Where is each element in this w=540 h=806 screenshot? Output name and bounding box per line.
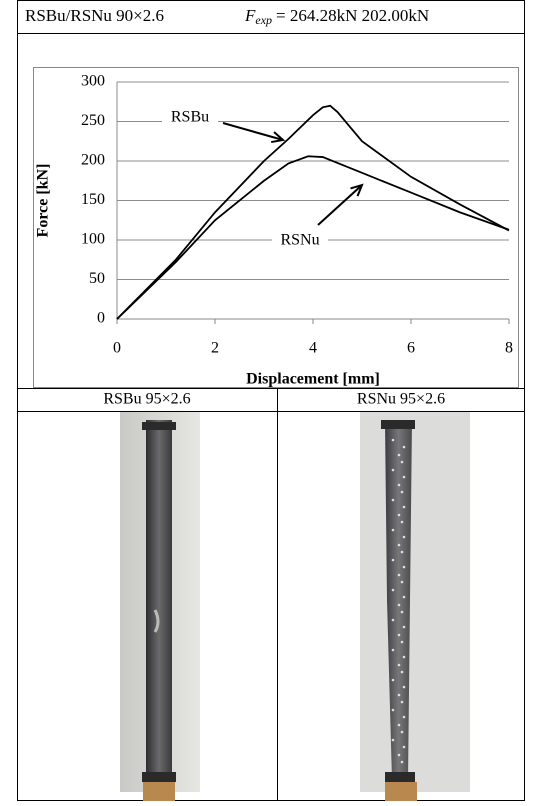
- hole: [402, 595, 406, 599]
- hole: [397, 513, 401, 517]
- hole: [400, 460, 404, 464]
- hole: [391, 468, 395, 472]
- y-axis-label: Force [kN]: [35, 164, 52, 238]
- subscript: exp: [255, 13, 272, 27]
- series-label: RSBu: [171, 109, 209, 126]
- hole: [391, 708, 395, 712]
- y-tick-label: 300: [81, 73, 105, 90]
- x-tick-label: 0: [113, 340, 121, 357]
- header: RSBu/RSNu 90×2.6 Fexp = 264.28kN 202.00kN: [25, 6, 429, 27]
- hole: [402, 625, 406, 629]
- photo-label: RSNu 95×2.6: [357, 391, 445, 408]
- chart: 0 50 100 150 200 250 300 0 2 4 6 8 Displacement [mm]…: [35, 73, 513, 388]
- hole: [400, 730, 404, 734]
- y-tick-label: 250: [81, 112, 105, 129]
- hole: [397, 723, 401, 727]
- hole: [397, 543, 401, 547]
- hole: [391, 588, 395, 592]
- hole: [400, 610, 404, 614]
- hole: [400, 640, 404, 644]
- hole: [391, 438, 395, 442]
- y-tick-label: 100: [81, 231, 105, 248]
- hole: [402, 445, 406, 449]
- hole: [397, 693, 401, 697]
- series-label: RSNu: [280, 232, 319, 249]
- hole: [397, 453, 401, 457]
- hole: [402, 565, 406, 569]
- symbol: F: [244, 6, 256, 25]
- hole: [391, 648, 395, 652]
- hole: [402, 685, 406, 689]
- series-line: [116, 155, 510, 320]
- hole: [402, 715, 406, 719]
- hole: [400, 520, 404, 524]
- chart-frame: [33, 67, 519, 388]
- hole: [397, 753, 401, 757]
- arrow: [222, 122, 284, 141]
- hole: [397, 483, 401, 487]
- y-tick-label: 0: [97, 310, 105, 327]
- hole: [400, 550, 404, 554]
- hole: [391, 558, 395, 562]
- y-tick-label: 50: [89, 270, 105, 287]
- hole: [397, 603, 401, 607]
- hole: [391, 738, 395, 742]
- x-tick-label: 8: [505, 340, 513, 357]
- hole: [400, 760, 404, 764]
- x-tick-label: 6: [407, 340, 415, 357]
- hole: [391, 618, 395, 622]
- hole: [400, 580, 404, 584]
- hole: [397, 633, 401, 637]
- photo-left: [120, 412, 200, 801]
- hole: [391, 528, 395, 532]
- hole: [391, 678, 395, 682]
- series-line: [116, 104, 510, 320]
- photo-right: [360, 412, 470, 801]
- hole: [402, 505, 406, 509]
- arrow-head: [271, 131, 286, 144]
- hole: [397, 663, 401, 667]
- hole: [400, 670, 404, 674]
- arrow: [317, 184, 363, 226]
- label-bg: [272, 231, 328, 251]
- x-axis-label: Displacement [mm]: [246, 371, 380, 388]
- label-bg: [162, 108, 218, 128]
- values: = 264.28kN 202.00kN: [276, 6, 429, 25]
- photo-label: RSBu 95×2.6: [103, 391, 190, 408]
- hole: [400, 700, 404, 704]
- y-tick-label: 200: [81, 152, 105, 169]
- specimen: RSBu/RSNu 90×2.6: [25, 6, 164, 25]
- arrow-head: [350, 183, 364, 197]
- hole: [402, 655, 406, 659]
- hole: [400, 490, 404, 494]
- hole: [397, 573, 401, 577]
- x-tick-label: 2: [211, 340, 219, 357]
- hole: [402, 745, 406, 749]
- hole: [402, 475, 406, 479]
- hole: [402, 535, 406, 539]
- x-tick-label: 4: [309, 340, 317, 357]
- y-tick-label: 150: [81, 191, 105, 208]
- hole: [391, 498, 395, 502]
